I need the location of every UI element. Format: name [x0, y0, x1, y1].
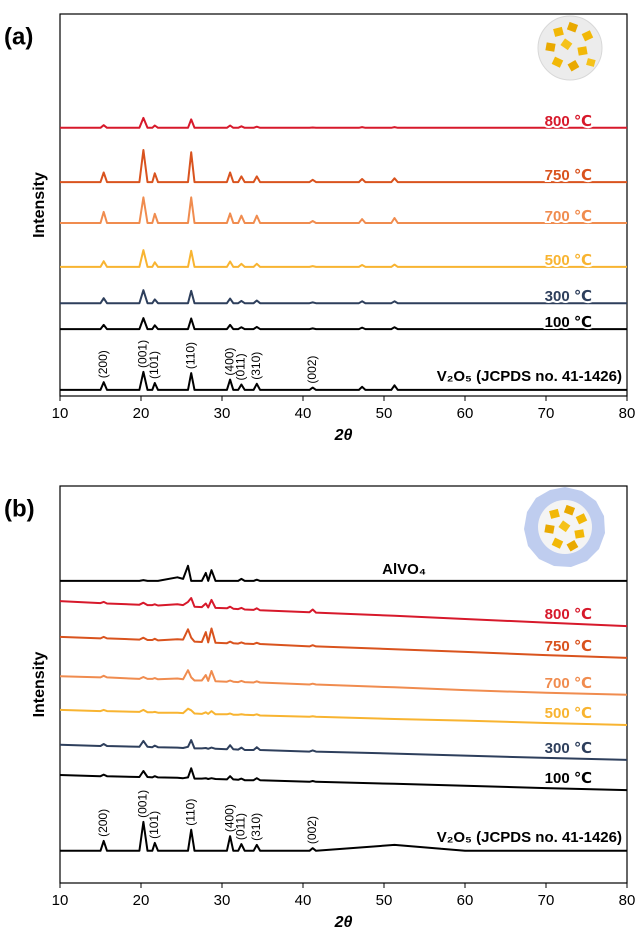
xrd-line [60, 149, 627, 184]
series-label: 800 ℃ [545, 606, 592, 623]
x-tick-label: 10 [52, 405, 69, 422]
peak-annotation: (002) [305, 356, 319, 384]
xrd-line [59, 707, 628, 726]
x-tick-label: 80 [619, 892, 636, 909]
y-axis-title: Intensity [31, 652, 48, 718]
x-tick-label: 70 [538, 405, 555, 422]
xrd-line [59, 767, 628, 792]
panel-label: (b) [4, 495, 35, 522]
x-tick-label: 50 [376, 892, 393, 909]
x-tick-label: 10 [52, 892, 69, 909]
x-tick-label: 50 [376, 405, 393, 422]
x-tick-label: 30 [214, 405, 231, 422]
series-label: 100 ℃ [545, 314, 592, 331]
series-label: 300 ℃ [545, 288, 592, 305]
xrd-line [60, 317, 627, 331]
xrd-line [60, 196, 627, 224]
series-label: 700 ℃ [545, 675, 592, 692]
peak-annotation: (011) [234, 353, 248, 380]
x-tick-label: 20 [133, 892, 150, 909]
xrd-line [60, 116, 627, 129]
series-label: 300 ℃ [545, 740, 592, 757]
peak-annotation: (200) [96, 350, 110, 378]
series-label: 100 ℃ [545, 770, 592, 787]
xrd-line [60, 564, 627, 582]
series-label: 800 ℃ [545, 113, 592, 130]
peak-annotation: (001) [136, 340, 150, 368]
xrd-line [59, 739, 628, 761]
peak-annotation: (002) [305, 816, 319, 844]
x-tick-label: 60 [457, 405, 474, 422]
series-label: V₂O₅ (JCPDS no. 41-1426) [437, 829, 622, 846]
peak-annotation: (310) [249, 352, 263, 380]
peak-annotation: (310) [249, 813, 263, 841]
peak-annotation: (101) [147, 811, 161, 839]
x-tick-label: 70 [538, 892, 555, 909]
x-tick-label: 60 [457, 892, 474, 909]
peak-annotation: (101) [147, 351, 161, 379]
x-tick-label: 20 [133, 405, 150, 422]
xrd-line [60, 289, 627, 305]
xrd-line [59, 627, 628, 659]
panel-label: (a) [4, 23, 33, 50]
xrd-line [60, 820, 627, 852]
series-label: V₂O₅ (JCPDS no. 41-1426) [437, 368, 622, 385]
series-label: AlVO₄ [382, 561, 426, 578]
x-axis-title: 2θ [334, 427, 353, 444]
series-label: 700 ℃ [545, 208, 592, 225]
peak-annotation: (110) [183, 799, 197, 826]
series-label: 750 ℃ [545, 638, 592, 655]
y-axis-title: Intensity [31, 172, 48, 238]
x-tick-label: 40 [295, 405, 312, 422]
icon-b [524, 487, 605, 567]
peak-annotation: (001) [136, 790, 150, 818]
x-tick-label: 80 [619, 405, 636, 422]
plot-frame [59, 13, 628, 397]
xrd-line [59, 597, 628, 628]
peak-annotation: (400) [222, 348, 236, 376]
xrd-line [60, 370, 627, 391]
xrd-line [59, 669, 628, 696]
x-tick-label: 30 [214, 892, 231, 909]
series-label: 500 ℃ [545, 705, 592, 722]
peak-annotation: (400) [222, 804, 236, 832]
x-tick-label: 40 [295, 892, 312, 909]
plot-frame [59, 485, 628, 884]
peak-annotation: (011) [234, 813, 248, 840]
xrd-line [60, 249, 627, 268]
peak-annotation: (110) [183, 342, 197, 369]
series-label: 750 ℃ [545, 167, 592, 184]
peak-annotation: (200) [96, 809, 110, 837]
icon-a [537, 15, 603, 81]
series-label: 500 ℃ [545, 252, 592, 269]
x-axis-title: 2θ [334, 914, 353, 931]
